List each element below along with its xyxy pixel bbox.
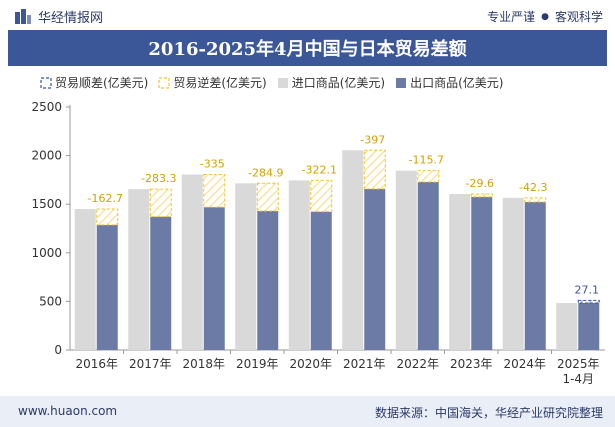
balance-label: -42.3 [519,181,547,194]
deficit-swatch-icon [158,76,170,89]
x-tick-label: 2017年 [129,357,172,371]
deficit-segment [256,182,279,212]
legend-item-deficit[interactable]: 贸易逆差(亿美元) [158,74,267,91]
export-bar [310,211,332,350]
balance-label: -284.9 [248,166,283,179]
import-bar [235,183,257,350]
title-bar: 2016-2025年4月中国与日本贸易差额 [8,30,607,66]
deficit-segment [363,149,386,190]
x-tick-label: 1-4月 [562,372,594,386]
export-bar [417,181,439,350]
balance-label: -397 [360,133,385,146]
export-bar [471,196,493,350]
x-tick-label: 2018年 [182,357,225,371]
x-tick-label: 2025年 [557,357,600,371]
export-bar [203,207,225,350]
slogan: 专业严谨 ● 客观科学 [487,8,603,25]
brand-name: 华经情报网 [38,11,104,26]
surplus-segment [577,299,600,304]
legend-label-deficit: 贸易逆差(亿美元) [173,76,267,90]
deficit-segment [524,197,547,203]
deficit-segment [310,179,333,213]
export-bar [364,188,386,350]
export-bar [524,201,546,350]
x-tick-label: 2020年 [289,357,332,371]
import-bar [449,193,471,350]
balance-label: -335 [200,158,225,171]
import-bar [74,209,96,350]
brand[interactable]: 华经情报网 [14,7,103,26]
surplus-swatch-icon [40,76,52,89]
balance-label: -283.3 [141,172,176,185]
x-tick-label: 2021年 [343,357,386,371]
footer: www.huaon.com 数据来源：中国海关，华经产业研究院整理 [0,396,615,427]
balance-label: -322.1 [302,163,337,176]
bullet-icon: ● [541,11,549,22]
slogan-right: 客观科学 [554,10,603,24]
deficit-segment [470,193,493,198]
deficit-segment [96,208,119,226]
chart-title: 2016-2025年4月中国与日本贸易差额 [148,39,467,60]
deficit-segment [417,170,440,183]
import-bar [128,189,150,350]
top-bar: 华经情报网 专业严谨 ● 客观科学 [0,0,615,30]
legend-item-surplus[interactable]: 贸易顺差(亿美元) [40,74,148,91]
logo-icon [15,8,31,24]
legend-label-export: 出口商品(亿美元) [410,76,504,90]
legend-label-surplus: 贸易顺差(亿美元) [55,76,149,90]
x-tick-label: 2022年 [396,357,439,371]
footer-source: 数据来源：中国海关，华经产业研究院整理 [374,406,603,420]
import-bar [288,180,310,350]
x-tick-label: 2024年 [503,357,546,371]
import-bar [395,170,417,350]
y-tick-label: 2000 [31,149,62,163]
import-bar [181,174,203,350]
balance-label: -115.7 [409,154,444,167]
y-tick-label: 500 [39,294,62,308]
y-tick-label: 1500 [31,197,62,211]
legend-item-import[interactable]: 进口商品(亿美元) [277,74,385,91]
export-swatch-icon [396,77,407,88]
import-swatch-icon [277,77,288,88]
legend: 贸易顺差(亿美元) 贸易逆差(亿美元) 进口商品(亿美元) 出口商品(亿美元) [40,74,504,91]
import-bar [556,302,578,350]
export-bar [150,216,172,350]
import-bar [502,197,524,350]
x-tick-label: 2019年 [236,357,279,371]
export-bar [257,211,279,350]
balance-label: 27.1 [575,283,600,296]
bar-chart: 0 500 1000 1500 2000 2500 -162.7 2016年 -283.3 201… [31,100,605,386]
export-bar [96,224,118,350]
legend-item-export[interactable]: 出口商品(亿美元) [395,74,504,91]
x-tick-label: 2016年 [75,357,118,371]
deficit-segment [203,174,226,208]
x-tick-label: 2023年 [450,357,493,371]
import-bar [342,150,364,350]
footer-website-link[interactable]: www.huaon.com [18,404,118,418]
balance-label: -162.7 [88,192,123,205]
slogan-left: 专业严谨 [487,10,536,24]
balance-label: -29.6 [466,177,494,190]
y-tick-label: 1000 [31,246,62,260]
deficit-segment [149,188,172,218]
export-bar [578,300,600,350]
legend-label-import: 进口商品(亿美元) [291,76,386,90]
y-tick-label: 0 [54,343,62,357]
y-tick-label: 2500 [31,100,62,114]
